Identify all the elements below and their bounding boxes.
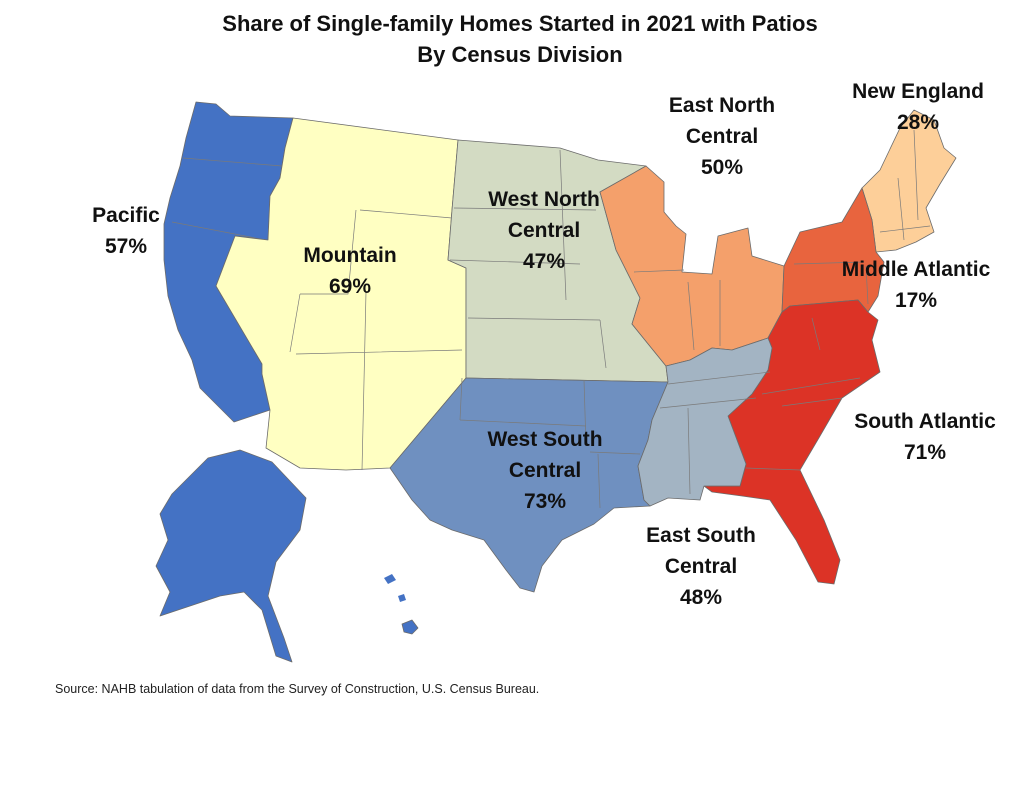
division-name: Central: [685, 125, 759, 148]
region-alaska: [155, 449, 307, 663]
division-value: 50%: [700, 156, 744, 179]
label-pacific: Pacific 57%: [78, 200, 174, 262]
division-name: West South: [487, 428, 603, 451]
division-value: 57%: [104, 235, 148, 258]
label-south-atlantic: South Atlantic 71%: [842, 406, 1008, 468]
division-value: 71%: [903, 441, 947, 464]
label-east-north-central: East North Central 50%: [652, 90, 792, 183]
region-hawaii: [401, 619, 419, 635]
division-name: Mountain: [303, 244, 397, 267]
label-middle-atlantic: Middle Atlantic 17%: [826, 254, 1006, 316]
chart-title: Share of Single-family Homes Started in …: [222, 11, 818, 36]
label-east-south-central: East South Central 48%: [626, 520, 776, 613]
division-value: 48%: [679, 586, 723, 609]
division-name: East North: [668, 94, 776, 117]
division-value: 17%: [894, 289, 938, 312]
label-new-england: New England 28%: [838, 76, 998, 138]
division-value: 73%: [523, 490, 567, 513]
island-shape: [384, 574, 396, 584]
division-name: Central: [664, 555, 738, 578]
source-note: Source: NAHB tabulation of data from the…: [55, 682, 540, 696]
division-name: New England: [852, 80, 984, 103]
division-name: Middle Atlantic: [841, 258, 991, 281]
division-name: Central: [507, 219, 581, 242]
division-name: West North: [488, 188, 600, 211]
label-mountain: Mountain 69%: [290, 240, 410, 302]
division-value: 28%: [896, 111, 940, 134]
chart-subtitle: By Census Division: [417, 42, 623, 67]
label-west-south-central: West South Central 73%: [470, 424, 620, 517]
division-value: 47%: [522, 250, 566, 273]
division-value: 69%: [328, 275, 372, 298]
region-new-england: [861, 109, 957, 253]
island-shape: [398, 594, 406, 602]
division-name: Pacific: [92, 204, 160, 227]
division-name: South Atlantic: [854, 410, 996, 433]
division-name: East South: [646, 524, 756, 547]
label-west-north-central: West North Central 47%: [472, 184, 616, 277]
chart-title-block: Share of Single-family Homes Started in …: [0, 8, 1024, 70]
division-name: Central: [508, 459, 582, 482]
region-east-south-central: [637, 337, 773, 507]
